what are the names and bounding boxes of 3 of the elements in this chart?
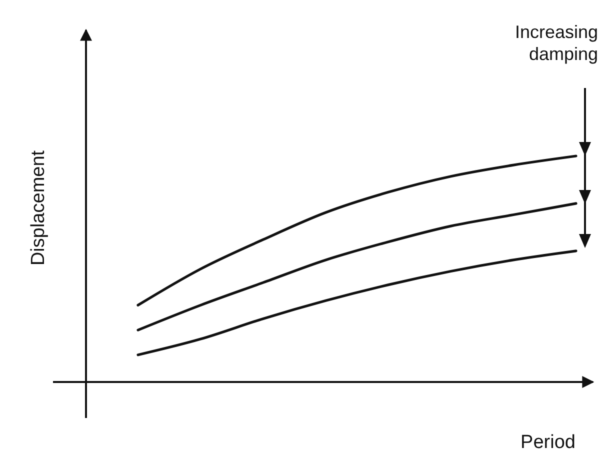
x-axis-title: Period (520, 432, 576, 453)
y-axis-title: Displacement (28, 150, 49, 266)
text: Increasing damping (514, 22, 598, 64)
